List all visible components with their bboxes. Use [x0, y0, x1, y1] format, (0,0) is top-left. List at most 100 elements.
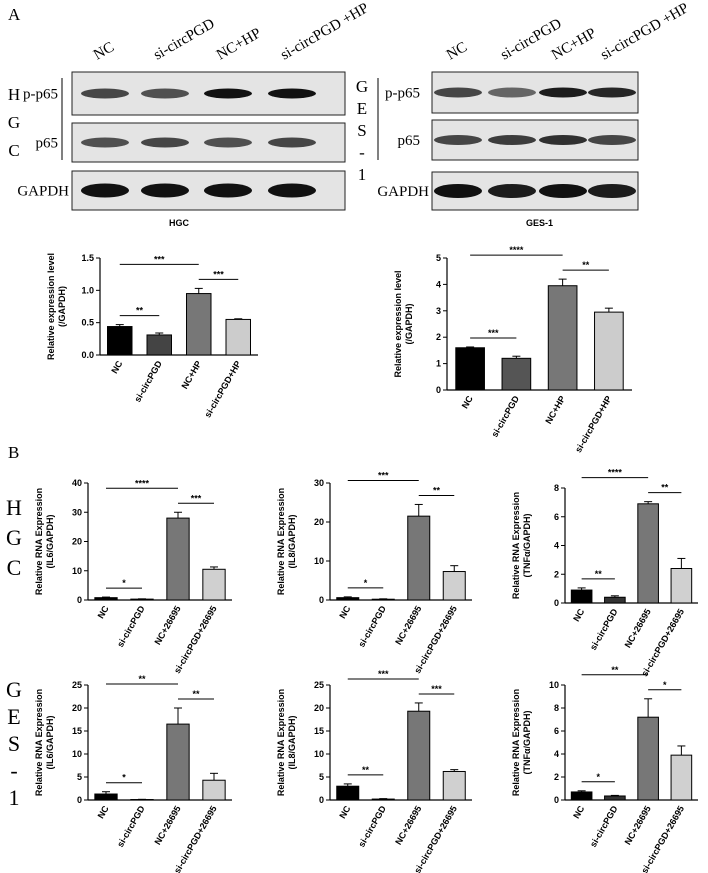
x-tick-label: NC+26695	[623, 804, 653, 846]
y-axis-label: (IL6/GAPDH)	[45, 514, 55, 568]
y-tick-label: 1.0	[81, 285, 94, 295]
y-tick-label: 4	[554, 541, 559, 551]
y-tick-label: 6	[554, 512, 559, 522]
side-label-letter: E	[7, 704, 20, 729]
significance-label: *	[663, 680, 667, 690]
side-label-letter: S	[8, 731, 20, 756]
row-label: GAPDH	[17, 184, 69, 200]
significance-label: *	[122, 578, 126, 588]
bar	[94, 597, 118, 601]
band	[204, 137, 252, 148]
significance-label: **	[433, 485, 441, 495]
y-axis-label: Relative expression level	[46, 253, 56, 360]
bar	[604, 795, 626, 801]
band	[539, 184, 587, 198]
x-tick-label: NC	[96, 604, 111, 621]
band	[81, 88, 129, 99]
significance-label: ***	[378, 669, 389, 679]
x-tick-label: si-circPGD	[489, 394, 521, 439]
band	[539, 87, 587, 98]
bar	[336, 785, 360, 801]
bar	[371, 598, 395, 601]
side-label-letter: -	[10, 758, 17, 783]
y-tick-label: 10	[314, 749, 324, 759]
y-tick-label: 10	[549, 680, 559, 690]
y-tick-label: 5	[436, 253, 441, 263]
bar	[501, 357, 532, 391]
y-axis-label: Relative RNA Expression	[276, 488, 286, 595]
bar	[371, 798, 395, 801]
lane-label: NC	[91, 39, 117, 63]
x-tick-label: si-circPGD+HP	[573, 394, 614, 454]
bar	[166, 723, 190, 801]
y-tick-label: 8	[554, 703, 559, 713]
bar	[442, 770, 466, 801]
bar	[146, 334, 172, 356]
y-axis-label: Relative expression level	[393, 270, 403, 377]
cell-line-letter: 1	[358, 165, 367, 184]
band	[539, 135, 587, 145]
bar	[407, 515, 431, 601]
row-label: p65	[398, 133, 421, 149]
x-tick-label: NC+26695	[152, 804, 182, 846]
y-tick-label: 10	[314, 556, 324, 566]
band	[488, 87, 536, 98]
cell-line-letter: G	[356, 77, 368, 96]
significance-label: **	[362, 765, 370, 775]
side-label-letter: C	[7, 555, 22, 580]
bar	[637, 716, 659, 801]
y-tick-label: 4	[554, 749, 559, 759]
y-tick-label: 0	[77, 595, 82, 605]
x-tick-label: si-circPGD	[588, 607, 620, 652]
x-tick-label: NC+26695	[393, 604, 423, 646]
y-axis-label: (IL6/GAPDH)	[45, 715, 55, 769]
y-tick-label: 0	[436, 385, 441, 395]
x-tick-label: NC	[109, 359, 124, 376]
x-tick-label: NC+26695	[393, 804, 423, 846]
band	[434, 87, 482, 98]
significance-label: **	[582, 260, 590, 270]
band	[81, 183, 129, 198]
bar	[670, 568, 693, 604]
row-label: p-p65	[385, 86, 420, 102]
band	[588, 135, 636, 145]
y-axis-label: Relative RNA Expression	[276, 689, 286, 796]
y-axis-label: Relative RNA Expression	[34, 488, 44, 595]
significance-label: ****	[135, 478, 150, 488]
x-tick-label: NC	[337, 604, 352, 621]
chart-title: HGC	[169, 218, 190, 228]
x-tick-label: NC	[571, 804, 586, 821]
y-tick-label: 1	[436, 359, 441, 369]
significance-label: ***	[213, 269, 224, 279]
lane-label: si-circPGD +HP	[278, 0, 372, 63]
band	[434, 184, 482, 198]
band	[488, 135, 536, 145]
significance-label: ***	[378, 470, 389, 480]
y-axis-label: (TNFα/GAPDH)	[522, 710, 532, 774]
y-tick-label: 5	[77, 772, 82, 782]
bar	[225, 318, 251, 356]
band	[141, 183, 189, 198]
y-tick-label: 30	[72, 507, 82, 517]
x-tick-label: si-circPGD+HP	[202, 359, 243, 419]
y-tick-label: 2	[554, 772, 559, 782]
y-axis-label: (TNFα/GAPDH)	[522, 513, 532, 577]
lane-label: si-circPGD	[151, 16, 218, 64]
y-tick-label: 0.5	[81, 318, 94, 328]
cell-line-letter: -	[359, 143, 365, 162]
significance-label: ****	[608, 468, 623, 478]
y-tick-label: 3	[436, 306, 441, 316]
y-tick-label: 10	[72, 749, 82, 759]
y-tick-label: 0.0	[81, 350, 94, 360]
row-label: GAPDH	[377, 184, 429, 200]
significance-label: ***	[488, 328, 499, 338]
x-tick-label: NC+26695	[152, 604, 182, 646]
significance-label: **	[595, 569, 603, 579]
y-tick-label: 0	[554, 795, 559, 805]
row-label: p65	[36, 136, 59, 152]
band	[434, 135, 482, 145]
bar	[186, 293, 212, 356]
bar	[202, 568, 226, 601]
y-tick-label: 8	[554, 483, 559, 493]
significance-label: ***	[191, 493, 202, 503]
